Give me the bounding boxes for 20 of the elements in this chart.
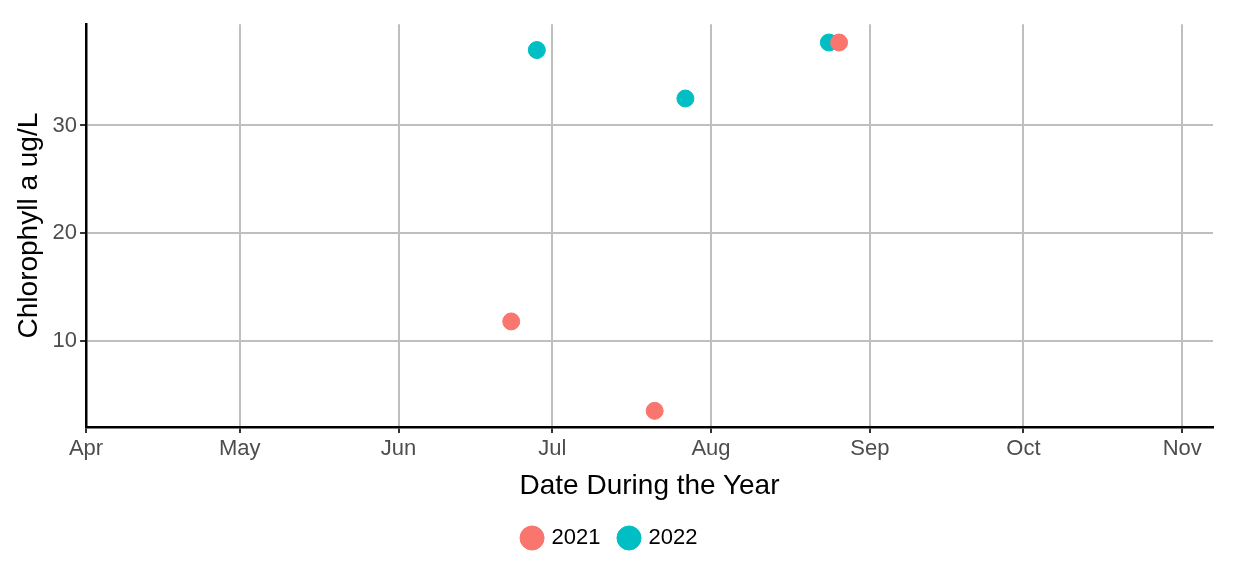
point <box>527 41 546 60</box>
x-tick-label: Jun <box>380 435 417 461</box>
y-tick-label: 20 <box>52 219 78 245</box>
y-tick-label: 30 <box>52 111 78 137</box>
x-tick-label: Sep <box>850 435 890 461</box>
x-axis-title: Date During the Year <box>519 468 780 500</box>
point <box>676 89 695 108</box>
y-axis-title: Chlorophyll a ug/L <box>11 112 43 339</box>
legend-label: 2021 <box>551 524 601 550</box>
point <box>645 401 664 420</box>
legend-label: 2022 <box>648 524 698 550</box>
x-tick-label: Nov <box>1162 435 1202 461</box>
x-tick-label: May <box>218 435 261 461</box>
point <box>502 312 521 331</box>
point <box>830 33 849 52</box>
x-tick-label: Aug <box>691 435 731 461</box>
x-tick-label: Jul <box>538 435 567 461</box>
x-tick-label: Oct <box>1006 435 1041 461</box>
x-tick-label: Apr <box>68 435 104 461</box>
y-tick-label: 10 <box>52 326 78 352</box>
